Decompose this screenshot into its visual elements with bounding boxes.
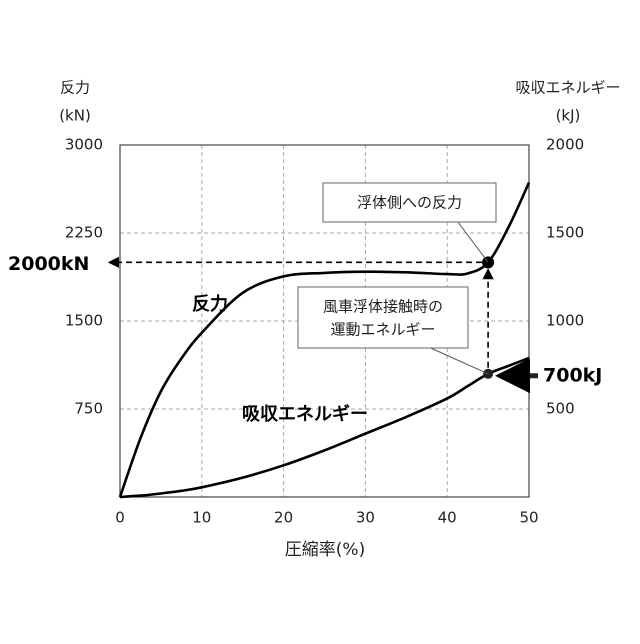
y2-tick-label: 1000	[546, 312, 584, 330]
x-tick-label: 10	[192, 509, 211, 527]
y-title: 反力	[60, 79, 90, 97]
y2-unit: (kJ)	[556, 107, 581, 125]
y-tick-label: 3000	[65, 136, 103, 154]
series-label: 反力	[192, 294, 228, 315]
x-tick-label: 0	[115, 509, 125, 527]
y-tick-label: 750	[74, 400, 103, 418]
y-unit: (kN)	[59, 107, 91, 125]
callout-text: 浮体側への反力	[357, 194, 462, 212]
series-line	[120, 358, 529, 497]
callout-leader	[431, 348, 489, 374]
x-tick-label: 50	[519, 509, 538, 527]
callout-box	[298, 287, 468, 348]
x-title: 圧縮率(%)	[285, 540, 365, 560]
y2-title: 吸収エネルギー	[515, 79, 620, 97]
y2-tick-label: 500	[546, 400, 575, 418]
y2-tick-label: 2000	[546, 136, 584, 154]
chart: 反力 (kN) 吸収エネルギー (kJ) 圧縮率(%) 0 10 20 30 40 50 7…	[0, 0, 640, 640]
callout-text: 運動エネルギー	[330, 321, 435, 339]
annotation: 700kJ	[543, 364, 602, 386]
callout-leader	[458, 222, 488, 262]
series-label: 吸収エネルギー	[242, 404, 368, 425]
annotation: 2000kN	[8, 253, 89, 275]
callout-text: 風車浮体接触時の	[323, 298, 443, 316]
x-tick-label: 20	[274, 509, 293, 527]
y2-tick-label: 1500	[546, 224, 584, 242]
y-tick-label: 2250	[65, 224, 103, 242]
y-tick-label: 1500	[65, 312, 103, 330]
x-tick-label: 40	[438, 509, 457, 527]
x-tick-label: 30	[356, 509, 375, 527]
